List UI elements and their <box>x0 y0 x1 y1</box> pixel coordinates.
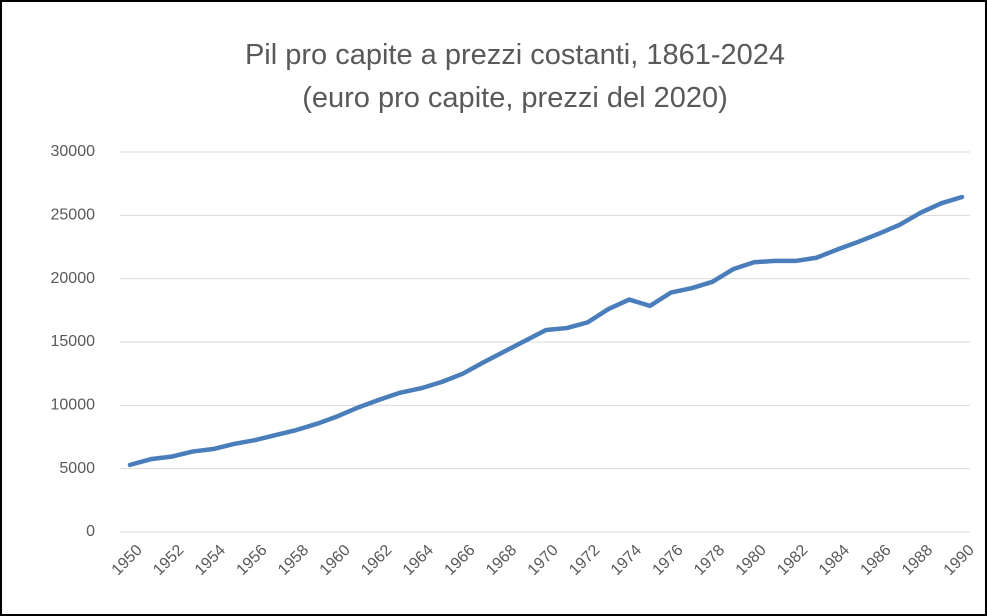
y-tick-label: 10000 <box>51 397 96 414</box>
y-tick-label: 15000 <box>51 333 96 350</box>
chart-title: Pil pro capite a prezzi costanti, 1861-2… <box>245 39 785 71</box>
y-tick-label: 0 <box>86 523 95 540</box>
y-tick-label: 20000 <box>51 270 96 287</box>
y-tick-label: 25000 <box>51 207 96 224</box>
line-series <box>127 194 965 468</box>
y-tick-label: 5000 <box>59 460 95 477</box>
y-tick-label: 30000 <box>51 143 96 160</box>
chart-subtitle: (euro pro capite, prezzi del 2020) <box>302 82 728 114</box>
